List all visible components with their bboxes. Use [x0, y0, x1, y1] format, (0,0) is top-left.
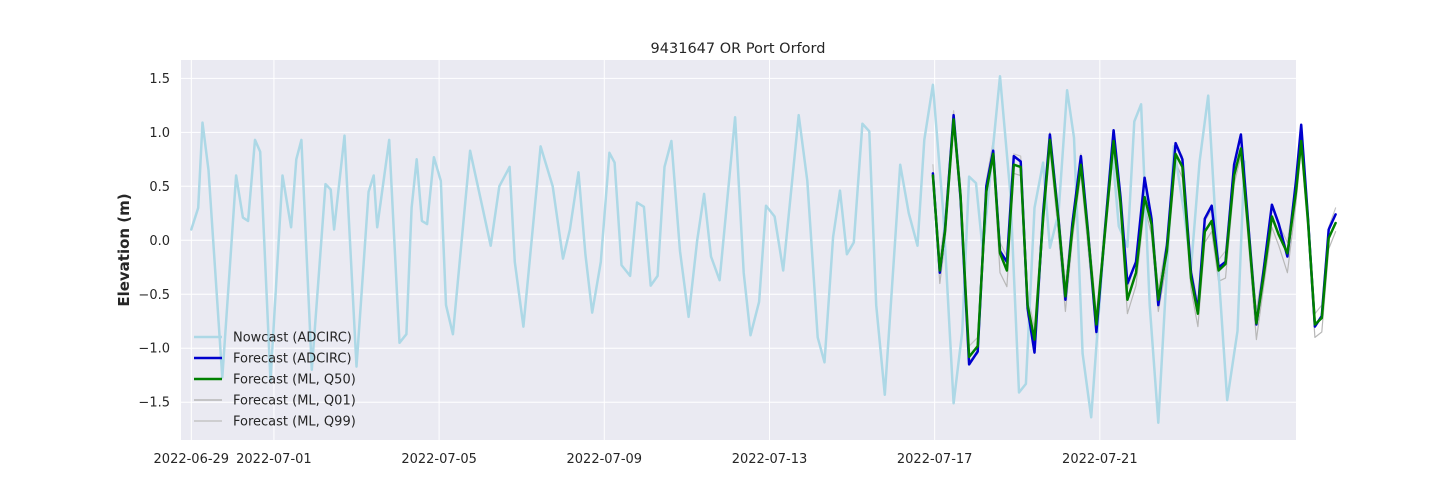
y-tick-label: 0.5 — [149, 180, 170, 195]
legend-label-forecast-ml-q99: Forecast (ML, Q99) — [233, 415, 356, 430]
x-tick-label: 2022-06-29 — [154, 452, 230, 467]
y-axis-title: Elevation (m) — [115, 193, 133, 306]
x-tick-label: 2022-07-13 — [732, 452, 808, 467]
legend-label-nowcast-adcirc: Nowcast (ADCIRC) — [233, 331, 352, 346]
y-tick-label: 0.0 — [149, 234, 170, 249]
legend-label-forecast-ml-q01: Forecast (ML, Q01) — [233, 394, 356, 409]
x-tick-label: 2022-07-01 — [236, 452, 312, 467]
y-tick-label: −0.5 — [138, 288, 170, 303]
x-tick-labels: 2022-06-29 2022-07-01 2022-07-05 2022-07-09… — [154, 452, 1138, 467]
y-tick-label: 1.0 — [149, 126, 170, 141]
series-line-forecast-ml-q50 — [931, 118, 1337, 359]
y-tick-label: −1.0 — [138, 342, 170, 357]
series-line-forecast-ml-q01 — [932, 126, 1337, 362]
x-tick-label: 2022-07-09 — [567, 452, 643, 467]
plot-area — [181, 60, 1296, 440]
series-lines — [190, 74, 1337, 424]
x-tick-label: 2022-07-05 — [401, 452, 477, 467]
legend-label-forecast-adcirc: Forecast (ADCIRC) — [233, 352, 352, 367]
y-tick-label: −1.5 — [138, 396, 170, 411]
x-tick-label: 2022-07-17 — [897, 452, 973, 467]
legend-label-forecast-ml-q50: Forecast (ML, Q50) — [233, 373, 356, 388]
y-tick-label: 1.5 — [149, 72, 170, 87]
chart-title: 9431647 OR Port Orford — [651, 41, 826, 57]
series-line-nowcast-adcirc — [190, 74, 1246, 424]
legend: Nowcast (ADCIRC) Forecast (ADCIRC) Forecas… — [194, 331, 356, 430]
grid-lines — [181, 60, 1296, 440]
x-tick-label: 2022-07-21 — [1062, 452, 1138, 467]
y-tick-labels: −1.5 −1.0 −0.5 0.0 0.5 1.0 1.5 — [138, 72, 170, 411]
